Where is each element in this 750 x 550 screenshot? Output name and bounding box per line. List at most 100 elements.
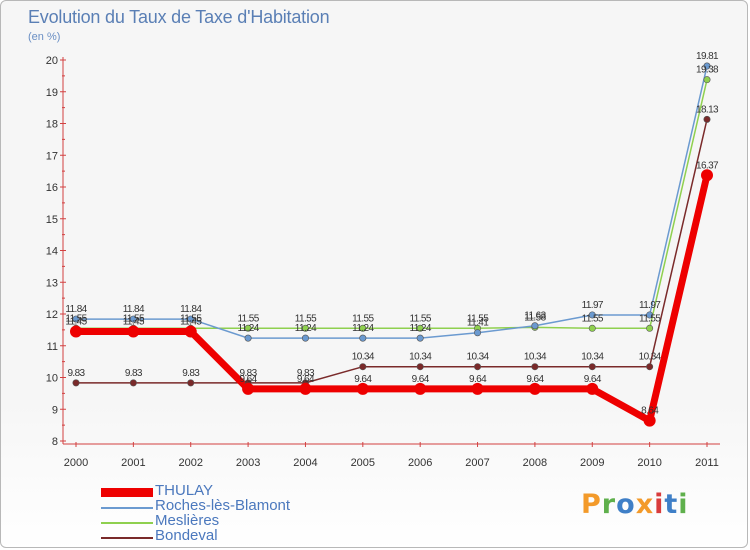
- data-label: 11.84: [65, 304, 87, 315]
- data-label: 11.24: [352, 323, 374, 334]
- data-point: [299, 382, 312, 395]
- y-tick-label: 17: [46, 150, 58, 162]
- data-label: 11.24: [237, 323, 259, 334]
- data-label: 10.34: [524, 352, 547, 363]
- data-label: 9.64: [469, 374, 487, 385]
- data-point: [356, 382, 369, 395]
- data-point: [703, 62, 711, 70]
- y-tick-label: 9: [52, 404, 58, 416]
- data-label: 9.83: [297, 368, 315, 379]
- data-label: 11.55: [237, 313, 259, 324]
- data-point: [244, 324, 252, 332]
- data-label: 11.55: [180, 313, 202, 324]
- x-tick-label: 2006: [408, 457, 432, 469]
- data-label: 16.37: [696, 160, 719, 171]
- y-tick-label: 12: [46, 309, 58, 321]
- legend-swatch: [101, 488, 153, 497]
- x-tick-label: 2005: [351, 457, 375, 469]
- x-tick-label: 2004: [293, 457, 317, 469]
- data-point: [242, 382, 255, 395]
- data-point: [646, 363, 654, 371]
- data-label: 9.64: [297, 374, 315, 385]
- legend-label: Roches-lès-Blamont: [155, 497, 291, 514]
- x-tick-label: 2000: [64, 457, 88, 469]
- y-tick-label: 14: [46, 246, 58, 258]
- data-label: 9.64: [412, 374, 430, 385]
- data-label: 19.38: [696, 65, 719, 76]
- y-tick-label: 11: [47, 341, 58, 353]
- x-tick-label: 2003: [236, 457, 260, 469]
- y-tick-label: 20: [46, 55, 58, 67]
- data-label: 9.83: [240, 368, 258, 379]
- data-point: [72, 315, 80, 323]
- data-point: [187, 315, 195, 323]
- y-tick-label: 15: [46, 214, 58, 226]
- data-point: [646, 324, 654, 332]
- legend-label: THULAY: [155, 482, 214, 499]
- data-point: [588, 311, 596, 319]
- data-label: 11.55: [639, 313, 661, 324]
- data-label: 11.97: [582, 300, 604, 311]
- data-point: [129, 315, 137, 323]
- data-point: [531, 363, 539, 371]
- data-label: 11.55: [410, 313, 432, 324]
- data-label: 11.55: [582, 313, 604, 324]
- x-tick-label: 2008: [523, 457, 547, 469]
- data-point: [187, 379, 195, 387]
- data-label: 11.24: [295, 323, 317, 334]
- data-point: [184, 325, 197, 338]
- data-label: 11.45: [65, 316, 87, 327]
- data-point: [474, 329, 482, 337]
- data-point: [528, 382, 541, 395]
- legend-label: Bondeval: [155, 527, 218, 544]
- data-label: 9.64: [354, 374, 372, 385]
- data-label: 10.34: [409, 352, 432, 363]
- data-point: [588, 324, 596, 332]
- data-label: 9.64: [526, 374, 544, 385]
- logo-letter: i: [678, 489, 689, 520]
- data-label: 9.83: [182, 368, 200, 379]
- logo-letter: r: [601, 489, 617, 520]
- data-point: [588, 363, 596, 371]
- data-label: 11.41: [467, 318, 489, 329]
- data-point: [474, 363, 482, 371]
- legend-swatch: [101, 507, 153, 509]
- data-point: [471, 382, 484, 395]
- y-tick-label: 8: [52, 436, 58, 448]
- data-label: 11.45: [123, 316, 145, 327]
- data-point: [359, 324, 367, 332]
- data-label: 11.55: [352, 313, 374, 324]
- x-tick-label: 2010: [637, 457, 661, 469]
- series-line-mesli-res: [76, 79, 708, 330]
- data-label: 18.13: [696, 104, 719, 115]
- data-label: 11.24: [410, 323, 432, 334]
- data-point: [244, 334, 252, 342]
- x-tick-label: 2009: [580, 457, 604, 469]
- series-line-thulay: [76, 174, 711, 425]
- y-tick-label: 13: [46, 277, 58, 289]
- y-tick-label: 18: [46, 119, 58, 131]
- data-point: [643, 414, 656, 427]
- legend-swatch: [101, 537, 153, 539]
- legend-label: Meslières: [155, 512, 220, 529]
- x-tick-label: 2007: [465, 457, 489, 469]
- data-label: 11.55: [467, 313, 489, 324]
- data-label: 9.83: [125, 368, 143, 379]
- logo-letter: x: [635, 489, 655, 520]
- data-point: [586, 382, 599, 395]
- data-label: 10.34: [352, 352, 375, 363]
- data-label: 11.55: [295, 313, 317, 324]
- data-point: [301, 324, 309, 332]
- data-label: 11.45: [180, 316, 202, 327]
- data-point: [703, 115, 711, 123]
- series-line-roches-l-s-blamont: [76, 65, 708, 339]
- logo-letter: o: [616, 489, 636, 520]
- logo-letter: t: [664, 489, 679, 520]
- data-point: [416, 334, 424, 342]
- data-point: [701, 169, 713, 182]
- data-label: 9.83: [67, 368, 85, 379]
- data-label: 9.64: [584, 374, 602, 385]
- data-point: [359, 334, 367, 342]
